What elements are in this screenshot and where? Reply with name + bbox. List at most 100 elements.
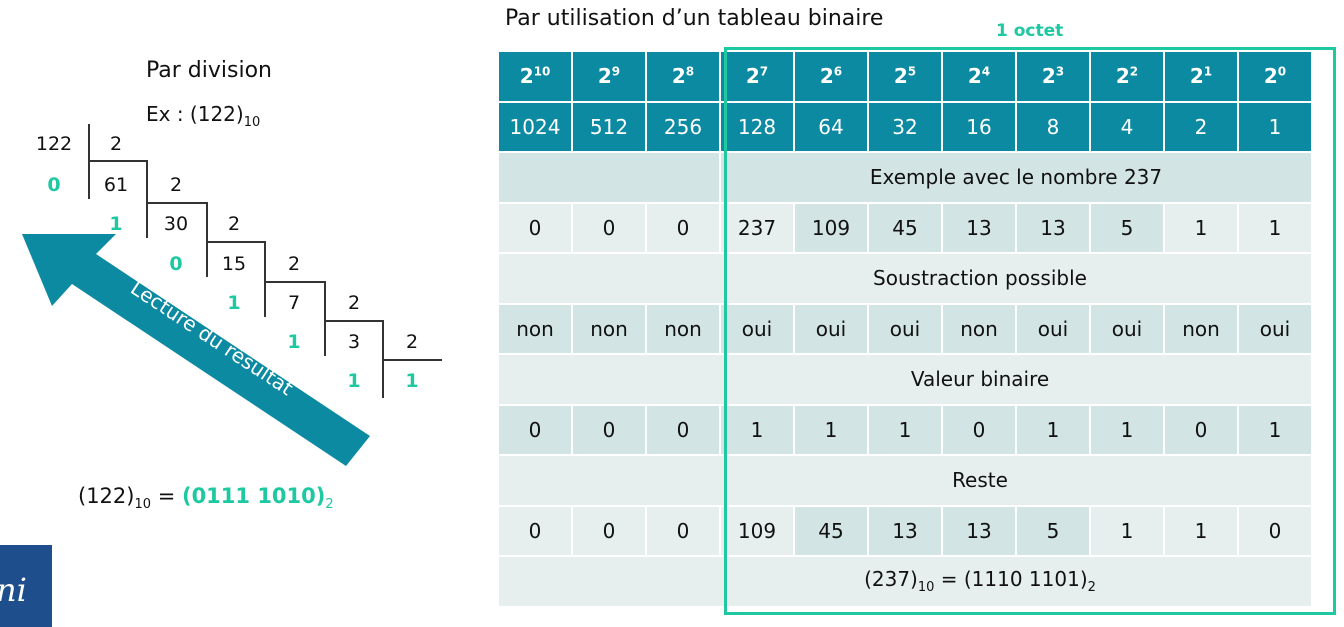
dividend: 61 [103, 174, 129, 196]
power-cell: 26 [795, 52, 867, 101]
binary-cell: 1 [1091, 405, 1163, 454]
number-cell: 13 [1017, 203, 1089, 252]
value-cell: 256 [647, 102, 719, 151]
number-cell: 13 [943, 203, 1015, 252]
dividend: 3 [347, 331, 361, 353]
value-cell: 512 [573, 102, 645, 151]
remainder: 1 [287, 331, 301, 353]
rest-title: Reste [499, 456, 1311, 505]
remainder: 1 [347, 370, 361, 392]
binary-row: 0 0 0 1 1 1 0 1 1 0 1 [499, 405, 1311, 454]
binary-cell: 1 [1239, 405, 1311, 454]
rest-cell: 0 [1239, 506, 1311, 555]
binary-cell: 1 [721, 405, 793, 454]
remainder: 0 [47, 174, 61, 196]
table-title: Par utilisation d’un tableau binaire [505, 6, 884, 31]
dividend: 30 [163, 213, 189, 235]
value-cell: 32 [869, 102, 941, 151]
number-cell: 1 [1239, 203, 1311, 252]
binary-cell: 0 [573, 405, 645, 454]
subtraction-title: Soustraction possible [499, 254, 1311, 303]
number-cell: 45 [869, 203, 941, 252]
section-row: Soustraction possible [499, 254, 1311, 303]
power-cell: 210 [499, 52, 571, 101]
subtraction-cell: oui [1091, 304, 1163, 353]
subtraction-cell: oui [1017, 304, 1089, 353]
binary-summary: (237)10 = (1110 1101)2 [499, 557, 1311, 606]
power-cell: 21 [1165, 52, 1237, 101]
rest-row: 0 0 0 109 45 13 13 5 1 1 0 [499, 506, 1311, 555]
division-title: Par division [146, 58, 272, 83]
divisor: 2 [227, 213, 241, 235]
power-cell: 23 [1017, 52, 1089, 101]
subtraction-cell: oui [869, 304, 941, 353]
subtraction-row: non non non oui oui oui non oui oui non … [499, 304, 1311, 353]
divisor: 2 [109, 133, 123, 155]
power-cell: 22 [1091, 52, 1163, 101]
power-cell: 25 [869, 52, 941, 101]
divisor: 2 [347, 292, 361, 314]
subtraction-cell: non [1165, 304, 1237, 353]
dividend: 7 [287, 292, 301, 314]
value-cell: 64 [795, 102, 867, 151]
power-cell: 28 [647, 52, 719, 101]
binary-cell: 1 [795, 405, 867, 454]
subtraction-cell: oui [1239, 304, 1311, 353]
powers-row: 210 29 28 27 26 25 24 23 22 21 20 [499, 52, 1311, 101]
binary-cell: 1 [1017, 405, 1089, 454]
rest-cell: 1 [1165, 506, 1237, 555]
binary-cell: 1 [869, 405, 941, 454]
rest-cell: 5 [1017, 506, 1089, 555]
binary-cell: 0 [647, 405, 719, 454]
power-cell: 27 [721, 52, 793, 101]
section-row: Valeur binaire [499, 355, 1311, 404]
remainder: 0 [169, 253, 183, 275]
binary-cell: 0 [499, 405, 571, 454]
rest-cell: 45 [795, 506, 867, 555]
divisor: 2 [405, 331, 419, 353]
value-cell: 1 [1239, 102, 1311, 151]
section-row: Exemple avec le nombre 237 [499, 153, 1311, 202]
value-cell: 128 [721, 102, 793, 151]
rest-cell: 13 [943, 506, 1015, 555]
number-cell: 1 [1165, 203, 1237, 252]
number-cell: 0 [647, 203, 719, 252]
numbers-row: 0 0 0 237 109 45 13 13 5 1 1 [499, 203, 1311, 252]
value-cell: 2 [1165, 102, 1237, 151]
divisor: 2 [287, 253, 301, 275]
remainder: 1 [227, 292, 241, 314]
binary-table: 210 29 28 27 26 25 24 23 22 21 20 1024 5… [497, 50, 1313, 608]
reading-direction-arrow-icon [22, 234, 370, 466]
remainder: 1 [109, 213, 123, 235]
rest-cell: 109 [721, 506, 793, 555]
value-cell: 16 [943, 102, 1015, 151]
number-cell: 237 [721, 203, 793, 252]
values-row: 1024 512 256 128 64 32 16 8 4 2 1 [499, 102, 1311, 151]
final-quotient: 1 [405, 370, 419, 392]
subtraction-cell: non [943, 304, 1015, 353]
value-cell: 4 [1091, 102, 1163, 151]
binary-cell: 0 [943, 405, 1015, 454]
dividend: 122 [35, 133, 73, 155]
dividend: 15 [221, 253, 247, 275]
number-cell: 0 [573, 203, 645, 252]
value-cell: 8 [1017, 102, 1089, 151]
logo: ni [0, 545, 52, 627]
value-cell: 1024 [499, 102, 571, 151]
division-result: (122)10 = (0111 1010)2 [78, 484, 334, 513]
example-title: Exemple avec le nombre 237 [721, 153, 1311, 202]
subtraction-cell: oui [795, 304, 867, 353]
power-cell: 20 [1239, 52, 1311, 101]
rest-cell: 0 [573, 506, 645, 555]
rest-cell: 0 [647, 506, 719, 555]
subtraction-cell: non [499, 304, 571, 353]
power-cell: 24 [943, 52, 1015, 101]
subtraction-cell: non [647, 304, 719, 353]
rest-cell: 0 [499, 506, 571, 555]
rest-cell: 1 [1091, 506, 1163, 555]
number-cell: 5 [1091, 203, 1163, 252]
number-cell: 109 [795, 203, 867, 252]
section-row: Reste [499, 456, 1311, 505]
binary-title: Valeur binaire [499, 355, 1311, 404]
binary-cell: 0 [1165, 405, 1237, 454]
